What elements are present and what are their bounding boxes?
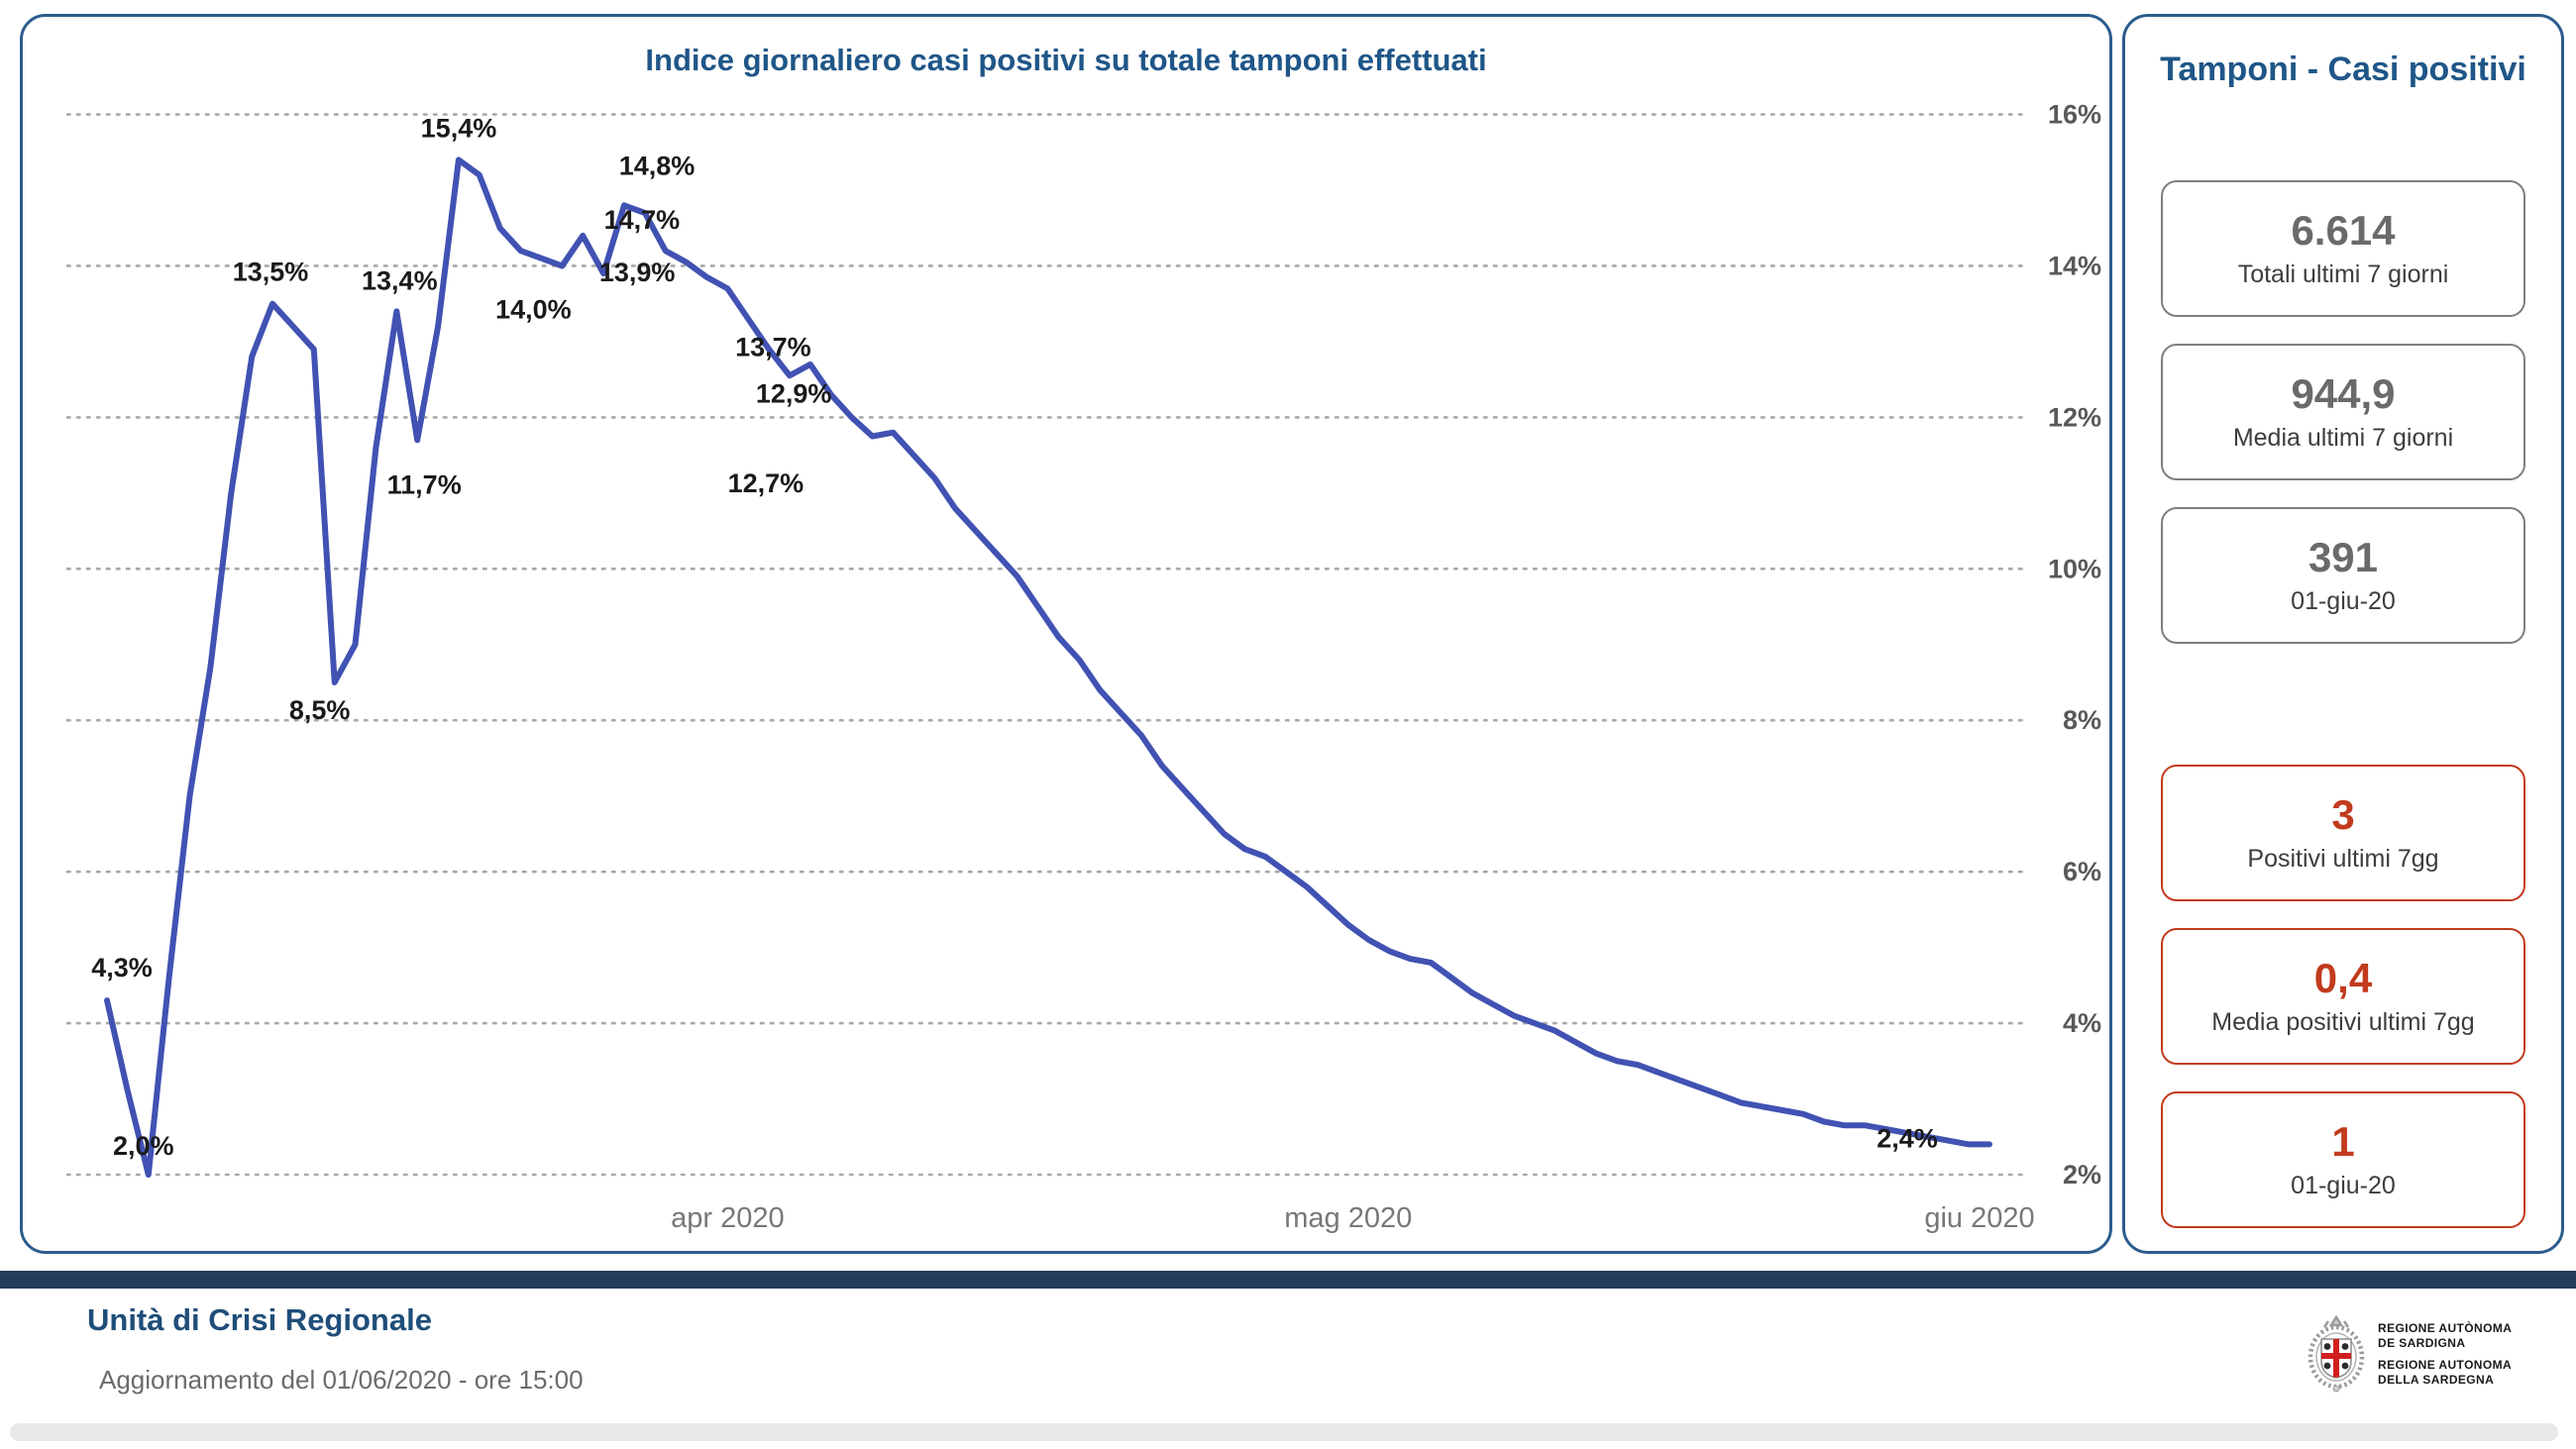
stat-label: 01-giu-20: [2291, 1171, 2396, 1199]
data-point-label: 2,4%: [1877, 1123, 1938, 1153]
positivity-line-chart: 16% 14% 12% 10% 8% 6% 4% 2% apr 2020 mag 2020 giu …: [65, 100, 2101, 1234]
y-axis-tick: 6%: [2063, 857, 2101, 886]
data-point-label: 12,7%: [728, 468, 805, 498]
sardegna-logo-text: REGIONE AUTÒNOMA DE SARDIGNA REGIONE AUT…: [2378, 1321, 2512, 1395]
y-axis-tick: 8%: [2063, 705, 2101, 735]
stat-label: Totali ultimi 7 giorni: [2237, 259, 2449, 288]
stat-value: 944,9: [2291, 370, 2396, 418]
stats-panel[interactable]: Tamponi - Casi positivi 6.614 Totali ult…: [2122, 14, 2564, 1254]
bottom-scroll-strip[interactable]: [10, 1423, 2558, 1441]
data-point-label: 12,9%: [756, 379, 832, 409]
x-axis-month-label: mag 2020: [1284, 1202, 1412, 1234]
data-point-label: 14,0%: [495, 294, 572, 324]
data-point-label: 11,7%: [387, 469, 462, 499]
footer-update-timestamp: Aggiornamento del 01/06/2020 - ore 15:00: [99, 1365, 584, 1395]
x-axis-month-label: apr 2020: [671, 1202, 785, 1234]
stat-card-positivi-giorno[interactable]: 1 01-giu-20: [2161, 1091, 2525, 1228]
data-point-label: 13,9%: [599, 258, 676, 287]
data-point-label: 14,8%: [619, 151, 696, 180]
footer-divider-bar: [0, 1271, 2576, 1289]
x-axis-month-label: giu 2020: [1924, 1202, 2034, 1234]
positivity-rate-line: [104, 156, 1992, 1178]
stat-label: 01-giu-20: [2291, 586, 2396, 615]
stat-value: 1: [2331, 1118, 2355, 1166]
stats-panel-title: Tamponi - Casi positivi: [2160, 51, 2526, 88]
stat-value: 3: [2331, 791, 2355, 839]
stat-card-tamponi-giorno[interactable]: 391 01-giu-20: [2161, 507, 2525, 644]
stat-label: Media positivi ultimi 7gg: [2211, 1007, 2475, 1036]
stat-label: Positivi ultimi 7gg: [2247, 844, 2439, 873]
data-point-label: 4,3%: [91, 953, 153, 983]
y-axis-tick: 4%: [2063, 1008, 2101, 1038]
stat-value: 391: [2308, 534, 2379, 581]
footer-title: Unità di Crisi Regionale: [87, 1302, 432, 1337]
stat-card-positivi-7gg[interactable]: 3 Positivi ultimi 7gg: [2161, 765, 2525, 901]
y-axis-tick: 12%: [2048, 402, 2101, 432]
chart-panel[interactable]: Indice giornaliero casi positivi su tota…: [20, 14, 2112, 1254]
data-point-label: 13,7%: [735, 332, 811, 362]
stat-card-totali-7-giorni[interactable]: 6.614 Totali ultimi 7 giorni: [2161, 180, 2525, 317]
y-axis-tick: 14%: [2048, 251, 2101, 280]
y-axis-tick: 2%: [2063, 1160, 2101, 1190]
stat-label: Media ultimi 7 giorni: [2232, 423, 2454, 452]
data-point-label: 8,5%: [289, 695, 351, 725]
stat-card-media-positivi-7gg[interactable]: 0,4 Media positivi ultimi 7gg: [2161, 928, 2525, 1065]
data-point-label: 13,5%: [233, 258, 309, 287]
chart-title: Indice giornaliero casi positivi su tota…: [645, 43, 1487, 77]
stat-value: 0,4: [2313, 955, 2373, 1002]
logo-line: REGIONE AUTONOMA: [2378, 1358, 2513, 1372]
logo-line: DE SARDIGNA: [2378, 1336, 2466, 1350]
logo-line: REGIONE AUTÒNOMA: [2378, 1321, 2513, 1335]
y-axis-tick: 10%: [2048, 554, 2101, 583]
logo-line: DELLA SARDEGNA: [2378, 1373, 2495, 1387]
data-point-label: 2,0%: [113, 1131, 174, 1161]
stat-card-media-7-giorni[interactable]: 944,9 Media ultimi 7 giorni: [2161, 344, 2525, 480]
y-axis-tick: 16%: [2048, 100, 2101, 130]
data-point-label: 14,7%: [604, 205, 681, 235]
sardegna-coat-of-arms-icon: [2308, 1314, 2365, 1393]
data-point-label: 13,4%: [362, 265, 438, 295]
stat-value: 6.614: [2291, 207, 2396, 255]
data-point-label: 15,4%: [421, 113, 497, 143]
